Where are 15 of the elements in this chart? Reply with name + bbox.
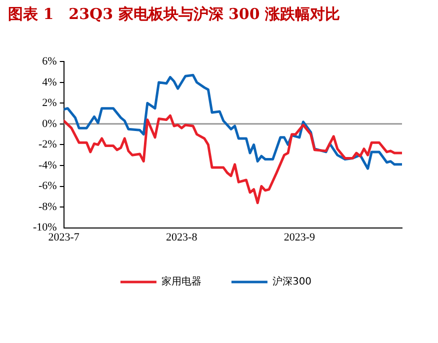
x-tick-label: 2023-9 [284,231,316,244]
x-tick-label: 2023-7 [48,231,80,244]
legend-label: 沪深300 [272,276,312,288]
y-tick-label: -8% [38,200,57,213]
y-tick-label: -2% [38,138,57,151]
y-tick-label: 2% [42,97,57,110]
y-tick-label: -4% [38,159,57,172]
x-tick-label: 2023-8 [166,231,198,244]
y-tick-label: -10% [33,222,57,234]
y-tick-label: -6% [38,180,57,192]
y-tick-label: 6% [42,55,57,68]
legend-label: 家用电器 [161,276,202,288]
y-tick-label: 4% [42,76,57,88]
chart-title: 图表 1 23Q3 家电板块与沪深 300 涨跌幅对比 [8,5,340,24]
y-tick-label: 0% [42,118,57,130]
